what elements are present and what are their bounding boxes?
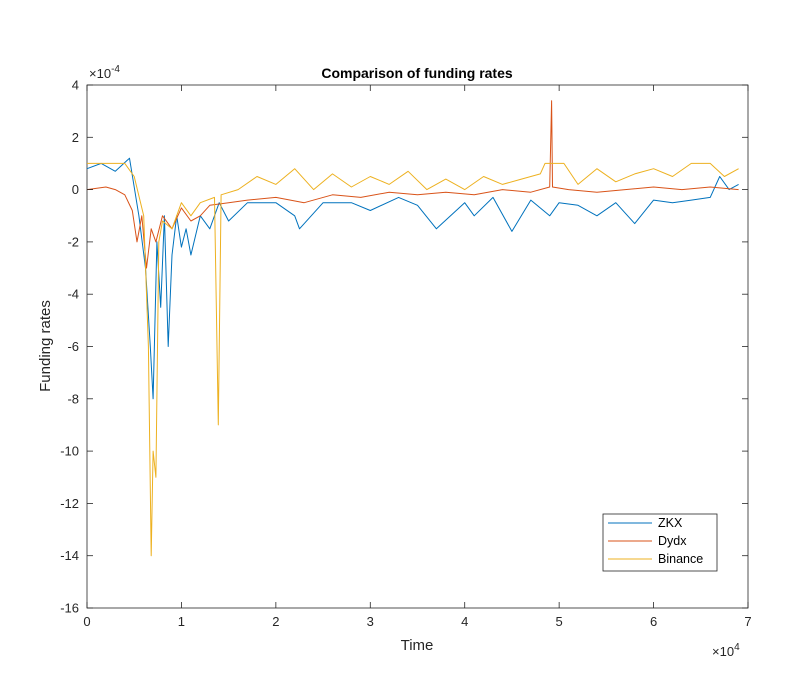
y-tick-label: -2	[67, 234, 79, 249]
legend-label-zkx: ZKX	[658, 516, 683, 530]
y-tick-label: 0	[72, 182, 79, 197]
chart-title: Comparison of funding rates	[321, 65, 513, 81]
x-tick-label: 1	[178, 614, 185, 629]
y-exponent-power: -4	[111, 64, 120, 75]
y-exponent-base: ×10	[89, 66, 111, 81]
y-tick-label: -10	[60, 444, 79, 459]
x-axis-label: Time	[401, 637, 434, 654]
x-tick-label: 0	[83, 614, 90, 629]
y-tick-label: 2	[72, 130, 79, 145]
series-layer	[86, 100, 739, 557]
legend: ZKX Dydx Binance	[602, 513, 718, 572]
x-tick-label: 3	[367, 614, 374, 629]
x-exponent-base: ×10	[712, 644, 734, 659]
tick-layer: 0 1 2 3 4 5 6 7 -16 -14 -12 -10 -8 -6 -4 -2 0 2 4	[60, 78, 751, 630]
y-tick-label: -8	[67, 391, 79, 406]
x-tick-label: 5	[556, 614, 563, 629]
y-tick-label: 4	[72, 78, 79, 93]
y-exponent-label: ×10-4	[89, 64, 120, 81]
legend-label-binance: Binance	[658, 552, 703, 566]
series-line-zkx	[86, 157, 739, 400]
x-tick-label: 2	[272, 614, 279, 629]
y-tick-label: -16	[60, 601, 79, 616]
x-exponent-power: 4	[734, 642, 740, 653]
series-line-dydx	[86, 100, 739, 269]
series-line-binance	[87, 162, 739, 557]
x-exponent-label: ×104	[712, 642, 740, 659]
y-tick-label: -6	[67, 339, 79, 354]
y-axis-label: Funding rates	[37, 300, 54, 392]
y-tick-label: -14	[60, 548, 79, 563]
y-tick-label: -12	[60, 496, 79, 511]
y-tick-label: -4	[67, 287, 79, 302]
legend-label-dydx: Dydx	[658, 534, 687, 548]
x-tick-label: 4	[461, 614, 468, 629]
x-tick-label: 6	[650, 614, 657, 629]
x-tick-label: 7	[744, 614, 751, 629]
